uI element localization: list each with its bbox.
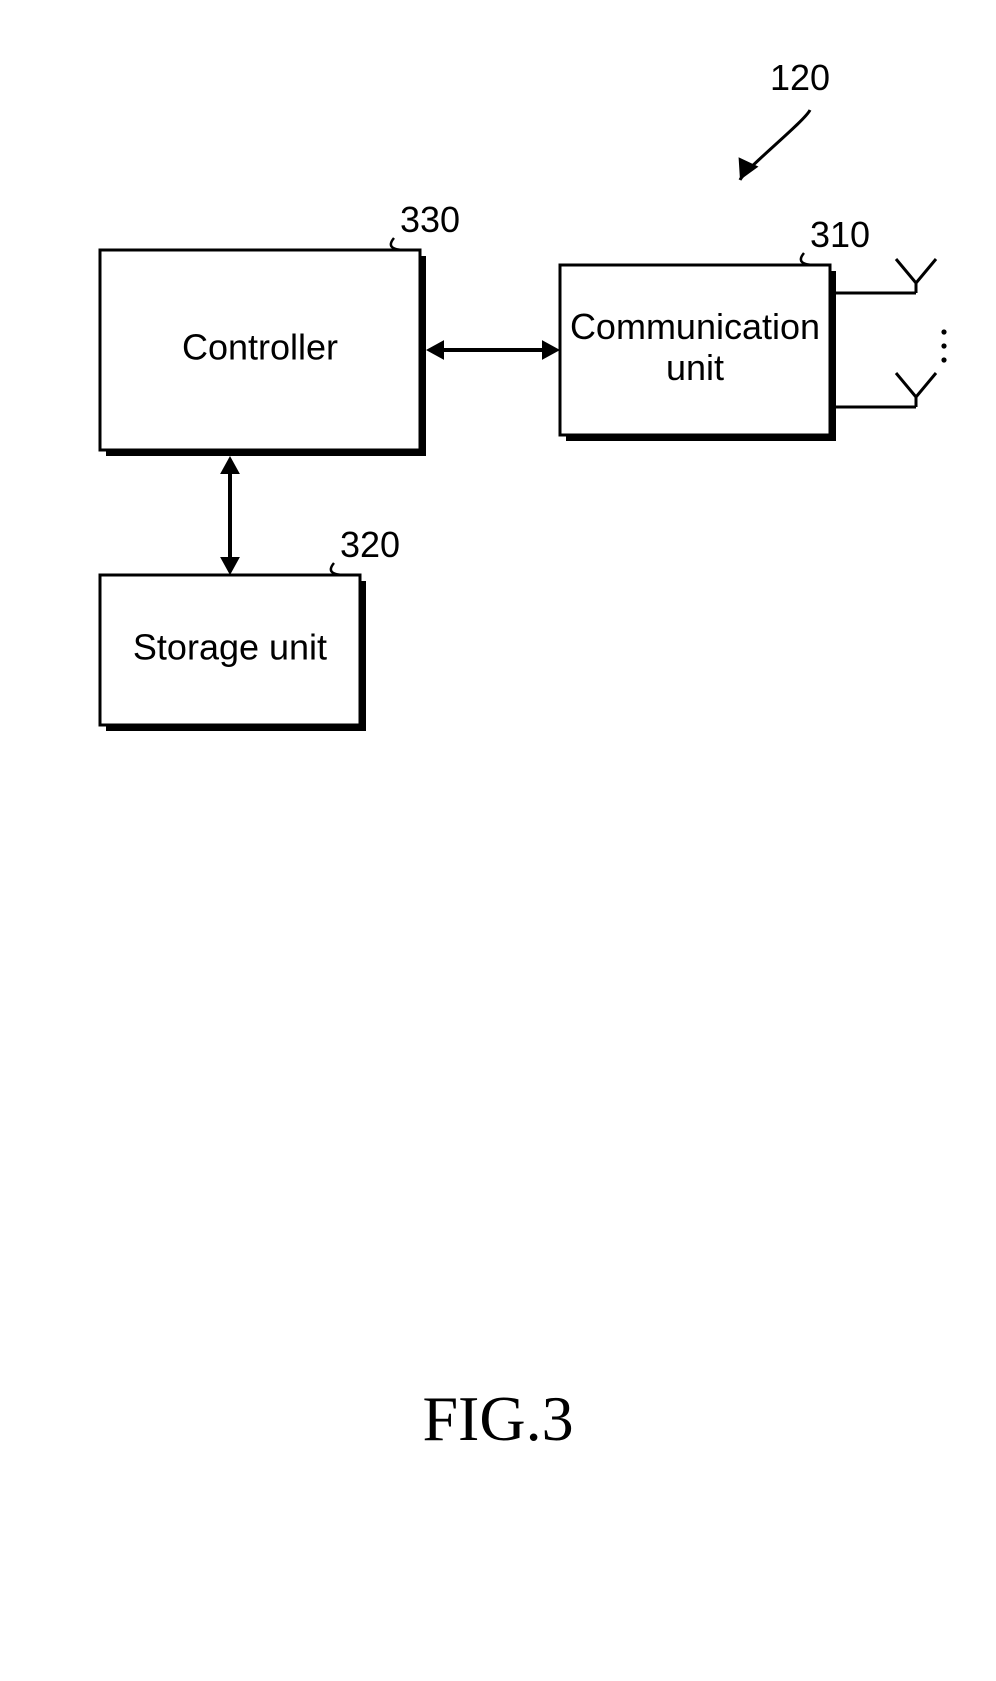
antennas (836, 259, 947, 407)
figure-ref-label: 120 (770, 57, 830, 98)
controller-label: Controller (182, 327, 338, 368)
figure-ref: 120 (739, 57, 831, 180)
comm-ref: 310 (810, 214, 870, 255)
figure-caption: FIG.3 (422, 1383, 573, 1454)
storage-block: Storage unit 320 (100, 524, 400, 731)
storage-ref: 320 (340, 524, 400, 565)
comm-block: Communicationunit 310 (560, 214, 870, 441)
storage-label: Storage unit (133, 627, 327, 668)
comm-label: Communication (570, 306, 820, 347)
connector-h (426, 340, 560, 360)
controller-ref: 330 (400, 199, 460, 240)
controller-block: Controller 330 (100, 199, 460, 456)
connector-v (220, 456, 240, 575)
comm-label: unit (666, 347, 724, 388)
